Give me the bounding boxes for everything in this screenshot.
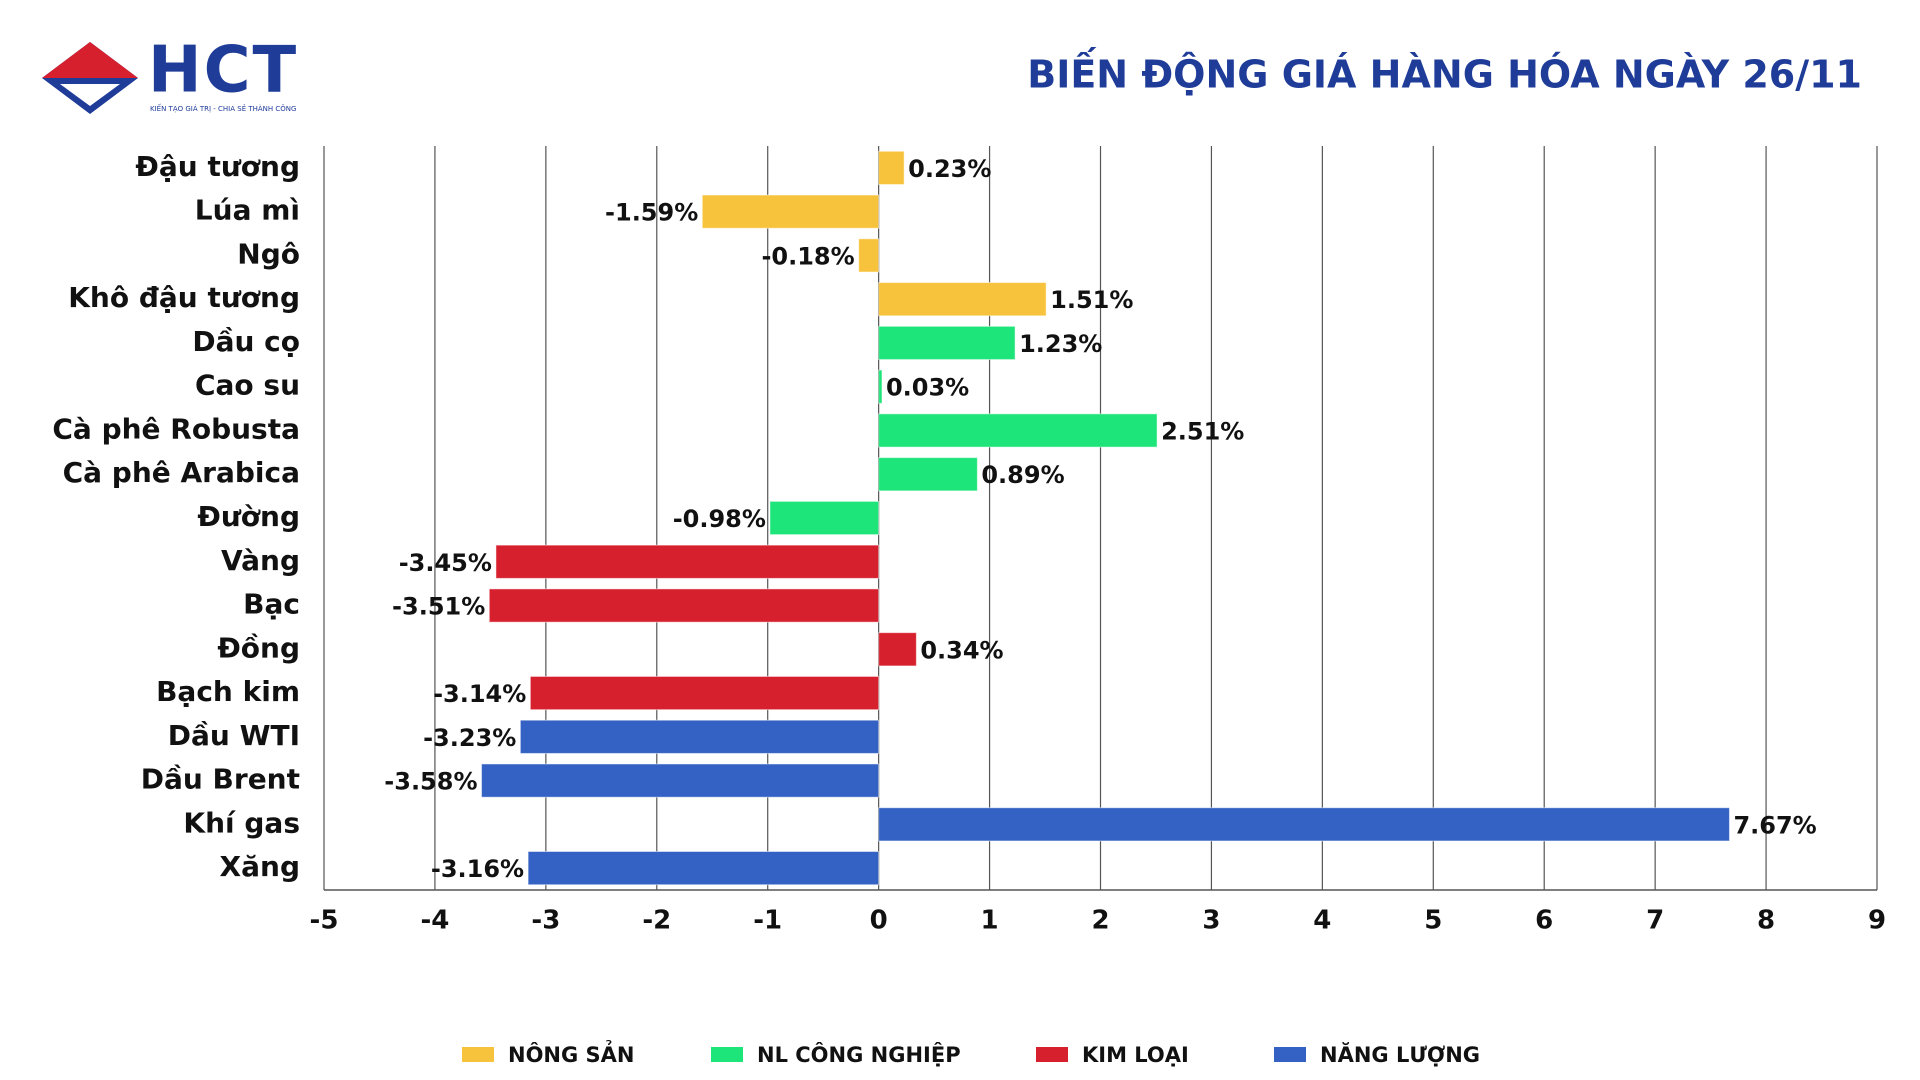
y-tick-label: Bạch kim — [156, 675, 300, 708]
y-tick-label: Lúa mì — [195, 194, 300, 227]
legend-swatch — [711, 1047, 743, 1062]
bar — [529, 675, 880, 711]
bar — [878, 632, 917, 667]
chart-title: BIẾN ĐỘNG GIÁ HÀNG HÓA NGÀY 26/11 — [1027, 48, 1862, 97]
x-tick-label: 0 — [870, 906, 888, 936]
legend-label: NÔNG SẢN — [508, 1040, 635, 1067]
bar — [769, 500, 880, 536]
legend-swatch — [1036, 1047, 1068, 1062]
x-tick-label: 3 — [1202, 906, 1220, 936]
x-tick-label: -3 — [531, 906, 560, 936]
y-tick-label: Đồng — [217, 631, 300, 664]
x-tick-label: 5 — [1424, 906, 1442, 936]
y-tick-label: Dầu WTI — [168, 719, 300, 752]
value-label: -1.59% — [605, 199, 698, 227]
value-label: -3.45% — [399, 549, 492, 577]
bar — [481, 763, 880, 798]
bar — [495, 544, 880, 579]
x-tick-label: -5 — [310, 906, 339, 936]
bar — [701, 194, 880, 229]
y-tick-label: Bạc — [243, 588, 300, 621]
y-tick-label: Khô đậu tương — [68, 281, 300, 314]
x-tick-label: 2 — [1091, 906, 1109, 936]
logo-diamond-cut — [60, 84, 120, 106]
y-tick-label: Ngô — [237, 237, 300, 270]
y-tick-label: Vàng — [221, 544, 300, 577]
value-label: 0.89% — [981, 461, 1064, 489]
bar — [878, 807, 1730, 842]
x-tick-label: 8 — [1757, 906, 1775, 936]
legend-swatch — [462, 1047, 494, 1062]
y-tick-label: Xăng — [220, 850, 300, 883]
logo-diamond-top — [42, 42, 138, 78]
x-tick-label: -2 — [642, 906, 671, 936]
x-tick-label: -1 — [753, 906, 782, 936]
y-tick-label: Dầu cọ — [192, 325, 300, 358]
logo: HCT KIẾN TẠO GIÁ TRỊ - CHIA SẺ THÀNH CÔN… — [42, 34, 298, 114]
value-label: 1.51% — [1050, 286, 1133, 314]
y-tick-label: Đậu tương — [135, 150, 300, 183]
y-tick-label: Cà phê Arabica — [63, 456, 300, 489]
bar — [878, 282, 1047, 317]
bar — [878, 369, 883, 404]
legend-label: NL CÔNG NGHIỆP — [757, 1041, 961, 1067]
legend-label: NĂNG LƯỢNG — [1320, 1042, 1480, 1067]
bar — [878, 325, 1016, 361]
x-tick-label: -4 — [420, 906, 449, 936]
y-tick-label: Dầu Brent — [141, 763, 300, 796]
logo-text: HCT — [148, 34, 298, 108]
value-label: -3.16% — [431, 855, 524, 883]
value-label: -3.58% — [384, 768, 477, 796]
x-tick-label: 6 — [1535, 906, 1553, 936]
legend-label: KIM LOẠI — [1082, 1043, 1189, 1067]
value-label: 0.03% — [886, 374, 969, 402]
legend-swatch — [1274, 1047, 1306, 1062]
value-label: -0.18% — [761, 242, 854, 270]
x-tick-label: 1 — [981, 906, 999, 936]
y-tick-label: Khí gas — [183, 806, 300, 839]
x-tick-label: 9 — [1868, 906, 1886, 936]
bar — [878, 150, 905, 186]
value-label: 0.34% — [920, 636, 1003, 664]
bar — [519, 719, 880, 754]
bar — [878, 413, 1158, 448]
value-label: 1.23% — [1019, 330, 1102, 358]
value-label: -0.98% — [673, 505, 766, 533]
value-label: -3.51% — [392, 593, 485, 621]
x-tick-label: 4 — [1313, 906, 1331, 936]
bar — [878, 457, 978, 492]
logo-tagline: KIẾN TẠO GIÁ TRỊ - CHIA SẺ THÀNH CÔNG — [150, 103, 296, 113]
y-tick-label: Đường — [197, 500, 300, 533]
y-tick-label: Cà phê Robusta — [52, 412, 300, 445]
value-label: -3.23% — [423, 724, 516, 752]
x-tick-label: 7 — [1646, 906, 1664, 936]
bar — [858, 238, 880, 273]
value-label: 2.51% — [1161, 417, 1244, 445]
value-label: 7.67% — [1733, 811, 1816, 839]
bar — [488, 588, 880, 623]
y-tick-label: Cao su — [195, 369, 300, 402]
value-label: -3.14% — [433, 680, 526, 708]
value-label: 0.23% — [908, 155, 991, 183]
bar — [527, 850, 880, 886]
